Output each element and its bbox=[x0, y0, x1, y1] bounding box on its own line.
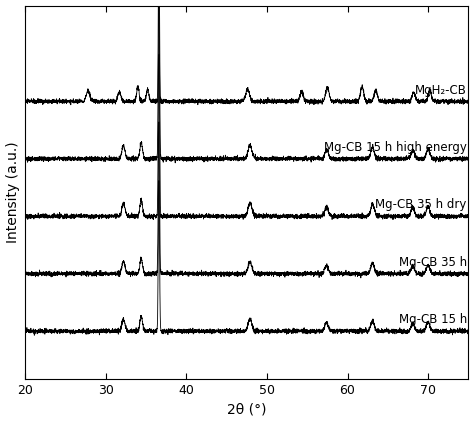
Text: MgH₂-CB: MgH₂-CB bbox=[415, 84, 467, 97]
Text: Mg-CB 15 h high energy: Mg-CB 15 h high energy bbox=[324, 141, 467, 154]
Y-axis label: Intensity (a.u.): Intensity (a.u.) bbox=[6, 141, 19, 243]
X-axis label: 2θ (°): 2θ (°) bbox=[227, 403, 266, 417]
Text: Mg-CB 35 h dry: Mg-CB 35 h dry bbox=[375, 198, 467, 211]
Text: Mg-CB 15 h: Mg-CB 15 h bbox=[399, 314, 467, 326]
Text: Mg-CB 35 h: Mg-CB 35 h bbox=[399, 256, 467, 269]
